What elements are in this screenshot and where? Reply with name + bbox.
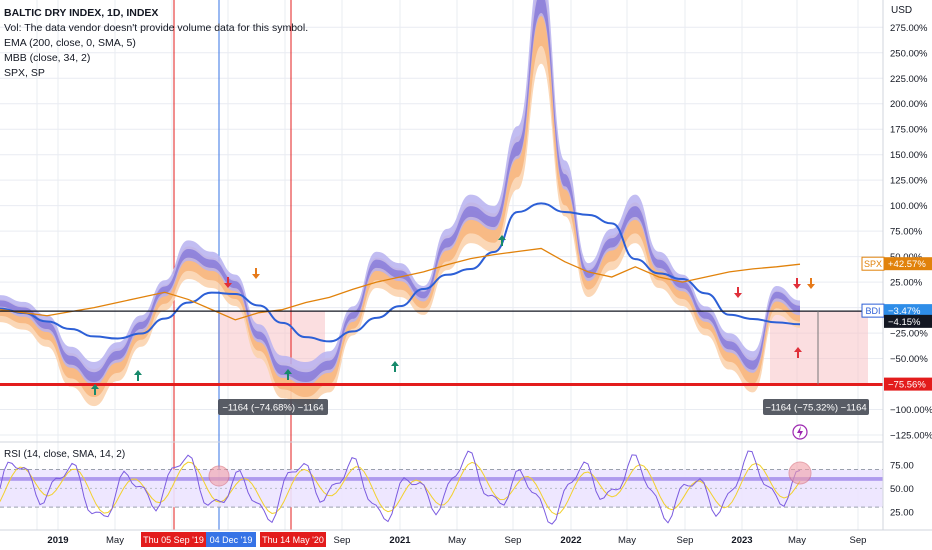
levels-layer [0, 235, 883, 395]
y-tick-label: −125.00% [890, 431, 932, 442]
lightning-bolt [797, 426, 803, 438]
time-marker-box [206, 532, 256, 547]
lightning-icon [792, 424, 808, 440]
rsi-legend: RSI (14, close, SMA, 14, 2) [4, 449, 126, 460]
ema-line [0, 202, 801, 343]
x-tick-label: May [788, 535, 806, 546]
time-marker-label: 04 Dec '19 [210, 535, 253, 545]
arrow-head [391, 361, 399, 366]
arrow-head [793, 284, 801, 289]
up-arrow-icon [498, 235, 506, 246]
up-arrow-icon [134, 370, 142, 381]
legend: BALTIC DRY INDEX, 1D, INDEX Vol: The dat… [4, 6, 308, 81]
legend-spx: SPX, SP [4, 67, 45, 79]
y-tick-label: 125.00% [890, 176, 928, 187]
y-tick-label: 225.00% [890, 74, 928, 85]
price-tag [884, 377, 932, 391]
measure-box [763, 399, 869, 415]
x-tick-label: May [106, 535, 124, 546]
price-tag-label: +42.57% [888, 259, 926, 270]
rsi-pane [0, 441, 883, 525]
x-tick-label: 2019 [47, 535, 68, 546]
x-tick-label: Sep [677, 535, 694, 546]
y-tick-label: −100.00% [890, 405, 932, 416]
y-tick-label: −50.00% [890, 354, 928, 365]
price-tag-label: −75.56% [888, 380, 926, 391]
down-arrow-icon [734, 287, 742, 298]
up-arrow-icon [794, 347, 802, 358]
x-tick-label: Sep [850, 535, 867, 546]
y-tick-label: 250.00% [890, 48, 928, 59]
up-arrow-icon [391, 361, 399, 372]
time-marker-label: Thu 14 May '20 [262, 535, 324, 545]
measure-label: −1164 (−75.32%) −1164 [765, 403, 866, 414]
rsi-tick-label: 75.00 [890, 460, 914, 471]
arrow-head [134, 370, 142, 375]
rsi-line [0, 450, 801, 525]
down-arrow-icon [252, 268, 260, 279]
x-tick-label: 2023 [731, 535, 752, 546]
x-tick-label: 2022 [560, 535, 581, 546]
measure-label: −1164 (−74.68%) −1164 [222, 403, 323, 414]
axis-unit: USD [891, 5, 913, 16]
x-tick-label: Sep [505, 535, 522, 546]
legend-mbb: MBB (close, 34, 2) [4, 52, 91, 64]
series-layer [0, 0, 801, 407]
y-tick-label: 175.00% [890, 125, 928, 136]
arrow-head [224, 283, 232, 288]
arrow-head [284, 369, 292, 374]
price-tag-label: −4.15% [888, 317, 921, 328]
y-tick-label: −25.00% [890, 329, 928, 340]
series-name-label: SPX [864, 259, 882, 269]
arrow-head [734, 293, 742, 298]
spx-line [0, 247, 801, 321]
rsi-tick-label: 25.00 [890, 507, 914, 518]
down-arrow-icon [224, 277, 232, 288]
up-arrow-icon [284, 369, 292, 380]
y-tick-label: 25.00% [890, 278, 923, 289]
down-arrow-icon [807, 278, 815, 289]
measure-box [218, 399, 328, 415]
time-marker-label: Thu 05 Sep '19 [143, 535, 204, 545]
rsi-tick-label: 50.00 [890, 484, 914, 495]
y-tick-label: 100.00% [890, 201, 928, 212]
rsi-signal-line [0, 461, 801, 515]
x-tick-label: May [448, 535, 466, 546]
series-name-label: BDI [865, 306, 880, 316]
y-tick-label: 150.00% [890, 150, 928, 161]
price-tag [884, 314, 932, 328]
legend-ema: EMA (200, close, 0, SMA, 5) [4, 37, 136, 49]
y-tick-label: 75.00% [890, 227, 923, 238]
down-arrow-icon [793, 278, 801, 289]
price-axis-bg [883, 0, 932, 550]
arrow-head [252, 274, 260, 279]
arrow-head [807, 284, 815, 289]
rsi-highlight [0, 477, 883, 481]
price-tag [884, 257, 932, 271]
time-marker-box [260, 532, 326, 547]
x-tick-label: May [618, 535, 636, 546]
x-tick-label: 2021 [389, 535, 411, 546]
rsi-marker-circle [788, 461, 812, 485]
arrow-head [794, 347, 802, 352]
labels-layer: SPX +42.57% BDI −3.47%−4.15% −75.56% −1164 (−… [218, 256, 932, 440]
up-arrow-icon [91, 384, 99, 395]
time-marker-box [141, 532, 206, 547]
y-tick-label: 200.00% [890, 99, 928, 110]
arrow-head [498, 235, 506, 240]
rsi-marker-circle [208, 465, 230, 487]
arrow-head [91, 384, 99, 389]
y-tick-label: 275.00% [890, 23, 928, 34]
legend-vol: Vol: The data vendor doesn't provide vol… [4, 22, 309, 34]
price-tag [884, 304, 932, 318]
legend-title: BALTIC DRY INDEX, 1D, INDEX [4, 7, 159, 19]
x-tick-label: Sep [334, 535, 351, 546]
price-tag-label: −3.47% [888, 306, 921, 317]
